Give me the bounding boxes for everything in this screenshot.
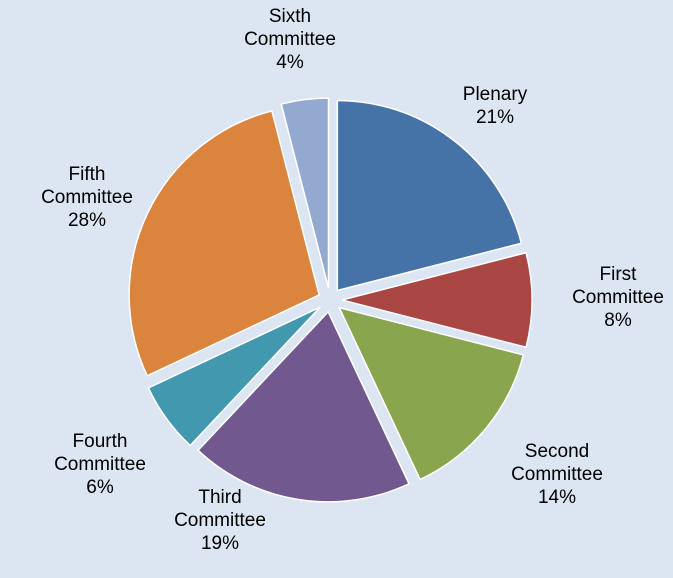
slice-label-first-committee: First Committee 8% — [572, 264, 664, 331]
pie-slice-first-committee — [341, 251, 533, 349]
pie-slice-second-committee — [337, 306, 525, 481]
pie-slice-sixth-committee — [280, 97, 330, 289]
slice-label-fourth-committee: Fourth Committee 6% — [54, 431, 146, 498]
pie-slice-third-committee — [196, 310, 411, 503]
slice-label-third-committee: Third Committee 19% — [174, 487, 266, 554]
pie-slice-plenary — [336, 99, 523, 292]
slice-label-sixth-committee: Sixth Committee 4% — [244, 6, 336, 73]
slice-label-plenary: Plenary 21% — [463, 84, 528, 128]
pie-slice-fifth-committee — [128, 109, 321, 377]
slice-label-fifth-committee: Fifth Committee 28% — [41, 164, 133, 231]
slice-label-second-committee: Second Committee 14% — [511, 441, 603, 508]
pie-slice-fourth-committee — [147, 306, 321, 447]
